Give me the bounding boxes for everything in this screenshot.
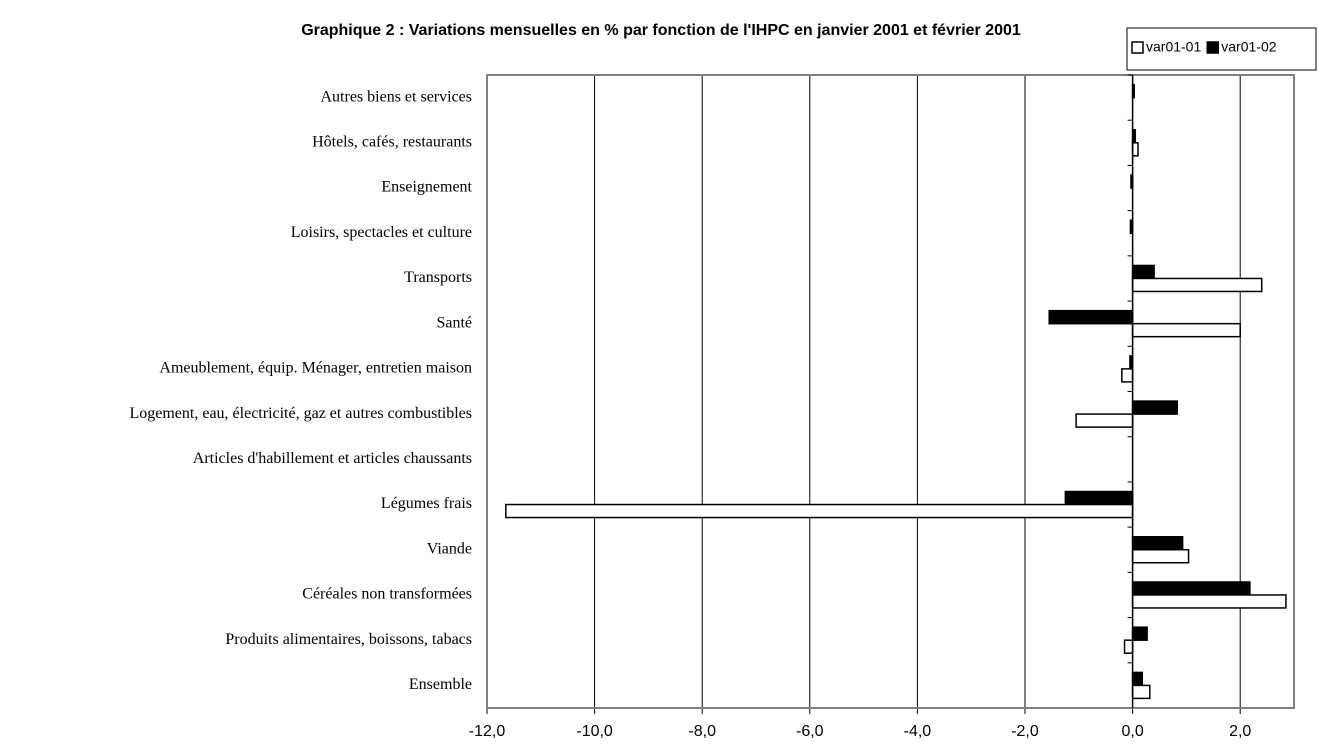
y-tick-label: Articles d'habillement et articles chaus… — [193, 450, 472, 467]
x-tick-label: -12,0 — [469, 723, 506, 740]
bar — [1131, 671, 1144, 687]
y-tick-label: Produits alimentaires, boissons, tabacs — [225, 631, 472, 648]
x-tick-label: -2,0 — [1011, 723, 1039, 740]
y-tick-label: Enseignement — [381, 179, 472, 196]
bar — [1131, 581, 1251, 596]
x-tick-label: -8,0 — [688, 723, 716, 740]
bar — [1131, 594, 1287, 609]
bar — [1131, 264, 1155, 280]
bar — [1131, 400, 1179, 415]
bar — [1131, 549, 1190, 564]
x-tick-label: -10,0 — [576, 723, 613, 740]
bar — [1048, 309, 1134, 325]
bar — [1131, 536, 1184, 551]
chart-title: Graphique 2 : Variations mensuelles en %… — [301, 22, 1021, 39]
y-tick-label: Céréales non transformées — [302, 586, 472, 603]
bar — [1131, 142, 1139, 157]
y-tick-label: Légumes frais — [381, 495, 472, 512]
y-tick-label: Viande — [427, 540, 472, 557]
x-tick-label: 0,0 — [1121, 723, 1143, 740]
bar — [1121, 368, 1134, 383]
legend-label: var01-02 — [1221, 39, 1276, 55]
bar — [1123, 639, 1134, 654]
y-tick-label: Ensemble — [409, 676, 472, 693]
legend-label: var01-01 — [1146, 39, 1201, 55]
x-tick-label: 2,0 — [1229, 723, 1251, 740]
y-tick-label: Logement, eau, électricité, gaz et autre… — [129, 405, 472, 422]
x-tick-label: -6,0 — [796, 723, 824, 740]
y-tick-label: Loisirs, spectacles et culture — [291, 224, 472, 241]
bar — [1131, 277, 1263, 293]
y-tick-label: Ameublement, équip. Ménager, entretien m… — [159, 360, 472, 377]
bar — [1131, 684, 1151, 700]
y-tick-label: Autres biens et services — [320, 88, 472, 105]
bar — [1131, 322, 1241, 338]
y-tick-label: Transports — [404, 269, 472, 286]
bar — [1131, 626, 1148, 641]
y-tick-label: Hôtels, cafés, restaurants — [312, 133, 472, 150]
legend-swatch — [1206, 41, 1220, 54]
legend-swatch — [1131, 41, 1144, 54]
bar — [1075, 413, 1134, 428]
x-tick-label: -4,0 — [904, 723, 932, 740]
y-tick-label: Santé — [436, 314, 472, 331]
bar — [1064, 490, 1134, 506]
legend-box — [1126, 27, 1317, 71]
plot-border — [486, 74, 1295, 709]
bar — [505, 503, 1134, 519]
